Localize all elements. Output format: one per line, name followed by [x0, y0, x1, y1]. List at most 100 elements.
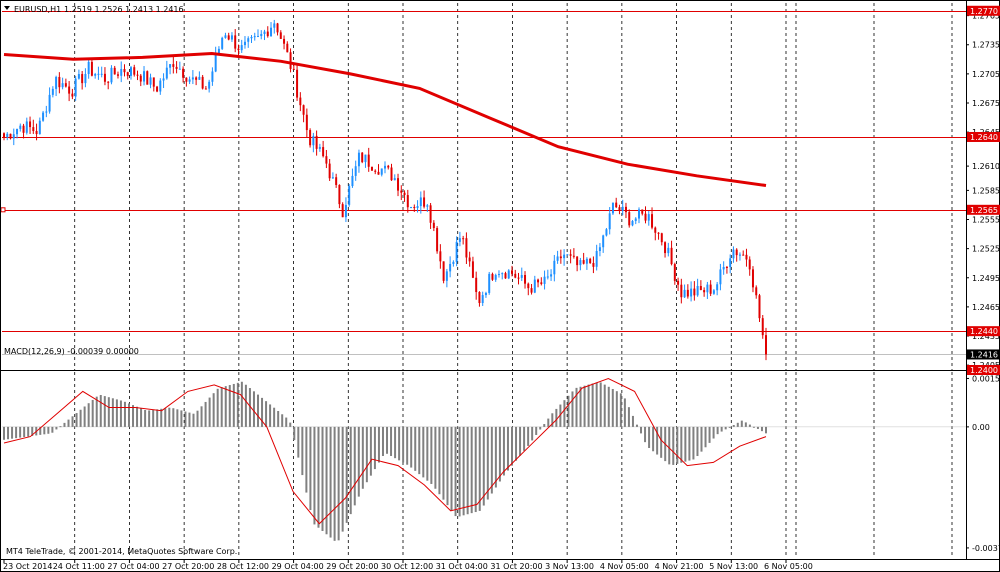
candle-body: [631, 220, 634, 226]
macd-bar: [519, 426, 522, 456]
macd-bar: [244, 384, 247, 427]
macd-bar: [176, 409, 179, 427]
macd-bar: [83, 406, 86, 427]
candle-body: [100, 73, 103, 75]
candle-body: [16, 128, 19, 135]
time-tick-label: 27 Oct 20:00: [162, 562, 214, 571]
macd-bar: [571, 391, 574, 427]
macd-bar: [313, 426, 316, 525]
candle-body: [527, 283, 530, 289]
macd-bar: [559, 404, 562, 427]
candle-body: [94, 74, 97, 76]
macd-bar: [438, 426, 441, 495]
macd-bar: [365, 426, 368, 483]
macd-bar: [744, 422, 747, 427]
macd-bar: [418, 426, 421, 475]
macd-bar: [119, 400, 122, 427]
symbol-label: EURUSD,H1: [14, 5, 61, 14]
candle-body: [331, 177, 334, 179]
macd-bar: [277, 410, 280, 427]
macd-bar: [410, 426, 413, 468]
candle-body: [403, 192, 406, 196]
candle-body: [569, 254, 572, 256]
candle-body: [667, 247, 670, 254]
macd-bar: [555, 408, 558, 427]
macd-bar: [736, 422, 739, 427]
macd-bar: [579, 386, 582, 427]
macd-bar: [680, 426, 683, 463]
candle-body: [276, 23, 279, 33]
price-tick-label: 1.2555: [972, 216, 1000, 225]
macd-bar: [51, 426, 54, 433]
macd-bar: [712, 426, 715, 439]
candle-body: [683, 289, 686, 298]
macd-bar: [369, 426, 372, 476]
candle-body: [185, 77, 188, 82]
candle-body: [260, 33, 263, 37]
candle-body: [397, 178, 400, 191]
candle-body: [165, 67, 168, 79]
candle-body: [651, 214, 654, 228]
macd-bar: [567, 395, 570, 427]
candle-body: [488, 273, 491, 293]
candle-body: [393, 178, 396, 181]
macd-bar: [583, 385, 586, 427]
candle-body: [273, 23, 276, 28]
time-tick-label: 30 Oct 12:00: [381, 562, 433, 571]
candle-body: [624, 206, 627, 213]
moving-average: [3, 51, 767, 187]
candle-body: [615, 202, 618, 208]
price-tick-label: 1.2435: [972, 332, 1000, 341]
candle-body: [364, 154, 367, 163]
candle-body: [677, 280, 680, 285]
macd-bar: [430, 426, 433, 484]
macd-bar: [623, 398, 626, 427]
macd-bar: [716, 426, 719, 435]
candle-body: [204, 88, 207, 90]
macd-bar: [3, 426, 5, 440]
macd-bar: [345, 426, 348, 523]
macd-bar: [289, 422, 292, 427]
macd-bar: [91, 399, 94, 427]
candle-body: [729, 258, 732, 268]
candle-body: [511, 270, 513, 274]
candle-body: [315, 135, 318, 149]
macd-bar: [563, 400, 566, 427]
candle-body: [628, 212, 631, 226]
candle-body: [51, 88, 54, 95]
price-tick-label: 1.2610: [972, 162, 1000, 171]
macd-bar: [547, 418, 550, 427]
macd-bar: [603, 384, 606, 427]
candle-body: [25, 121, 28, 133]
candle-body: [341, 204, 344, 218]
macd-bar: [361, 426, 364, 489]
macd-bar: [148, 410, 151, 427]
candle-body: [732, 249, 735, 259]
macd-bar: [760, 426, 763, 432]
macd-bar: [599, 382, 602, 427]
candle-body: [449, 263, 452, 272]
price-tick-label: 1.2675: [972, 99, 1000, 108]
menu-triangle-icon[interactable]: [4, 6, 10, 10]
macd-bar: [341, 426, 344, 532]
candle-body: [211, 71, 214, 82]
candle-body: [576, 256, 579, 266]
candle-body: [230, 35, 233, 40]
macd-bar: [23, 426, 26, 438]
macd-bar: [127, 403, 130, 427]
macd-bar: [752, 426, 755, 428]
macd-bar: [494, 426, 497, 488]
candle-body: [286, 43, 289, 53]
macd-bar: [720, 426, 723, 432]
macd-bar: [301, 426, 304, 476]
candle-body: [621, 206, 624, 211]
macd-bar: [140, 408, 143, 427]
candle-body: [178, 68, 181, 70]
candle-body: [227, 35, 230, 40]
candle-body: [563, 254, 566, 259]
macd-bar: [704, 426, 707, 448]
macd-bar: [535, 426, 538, 435]
candle-body: [406, 195, 409, 208]
